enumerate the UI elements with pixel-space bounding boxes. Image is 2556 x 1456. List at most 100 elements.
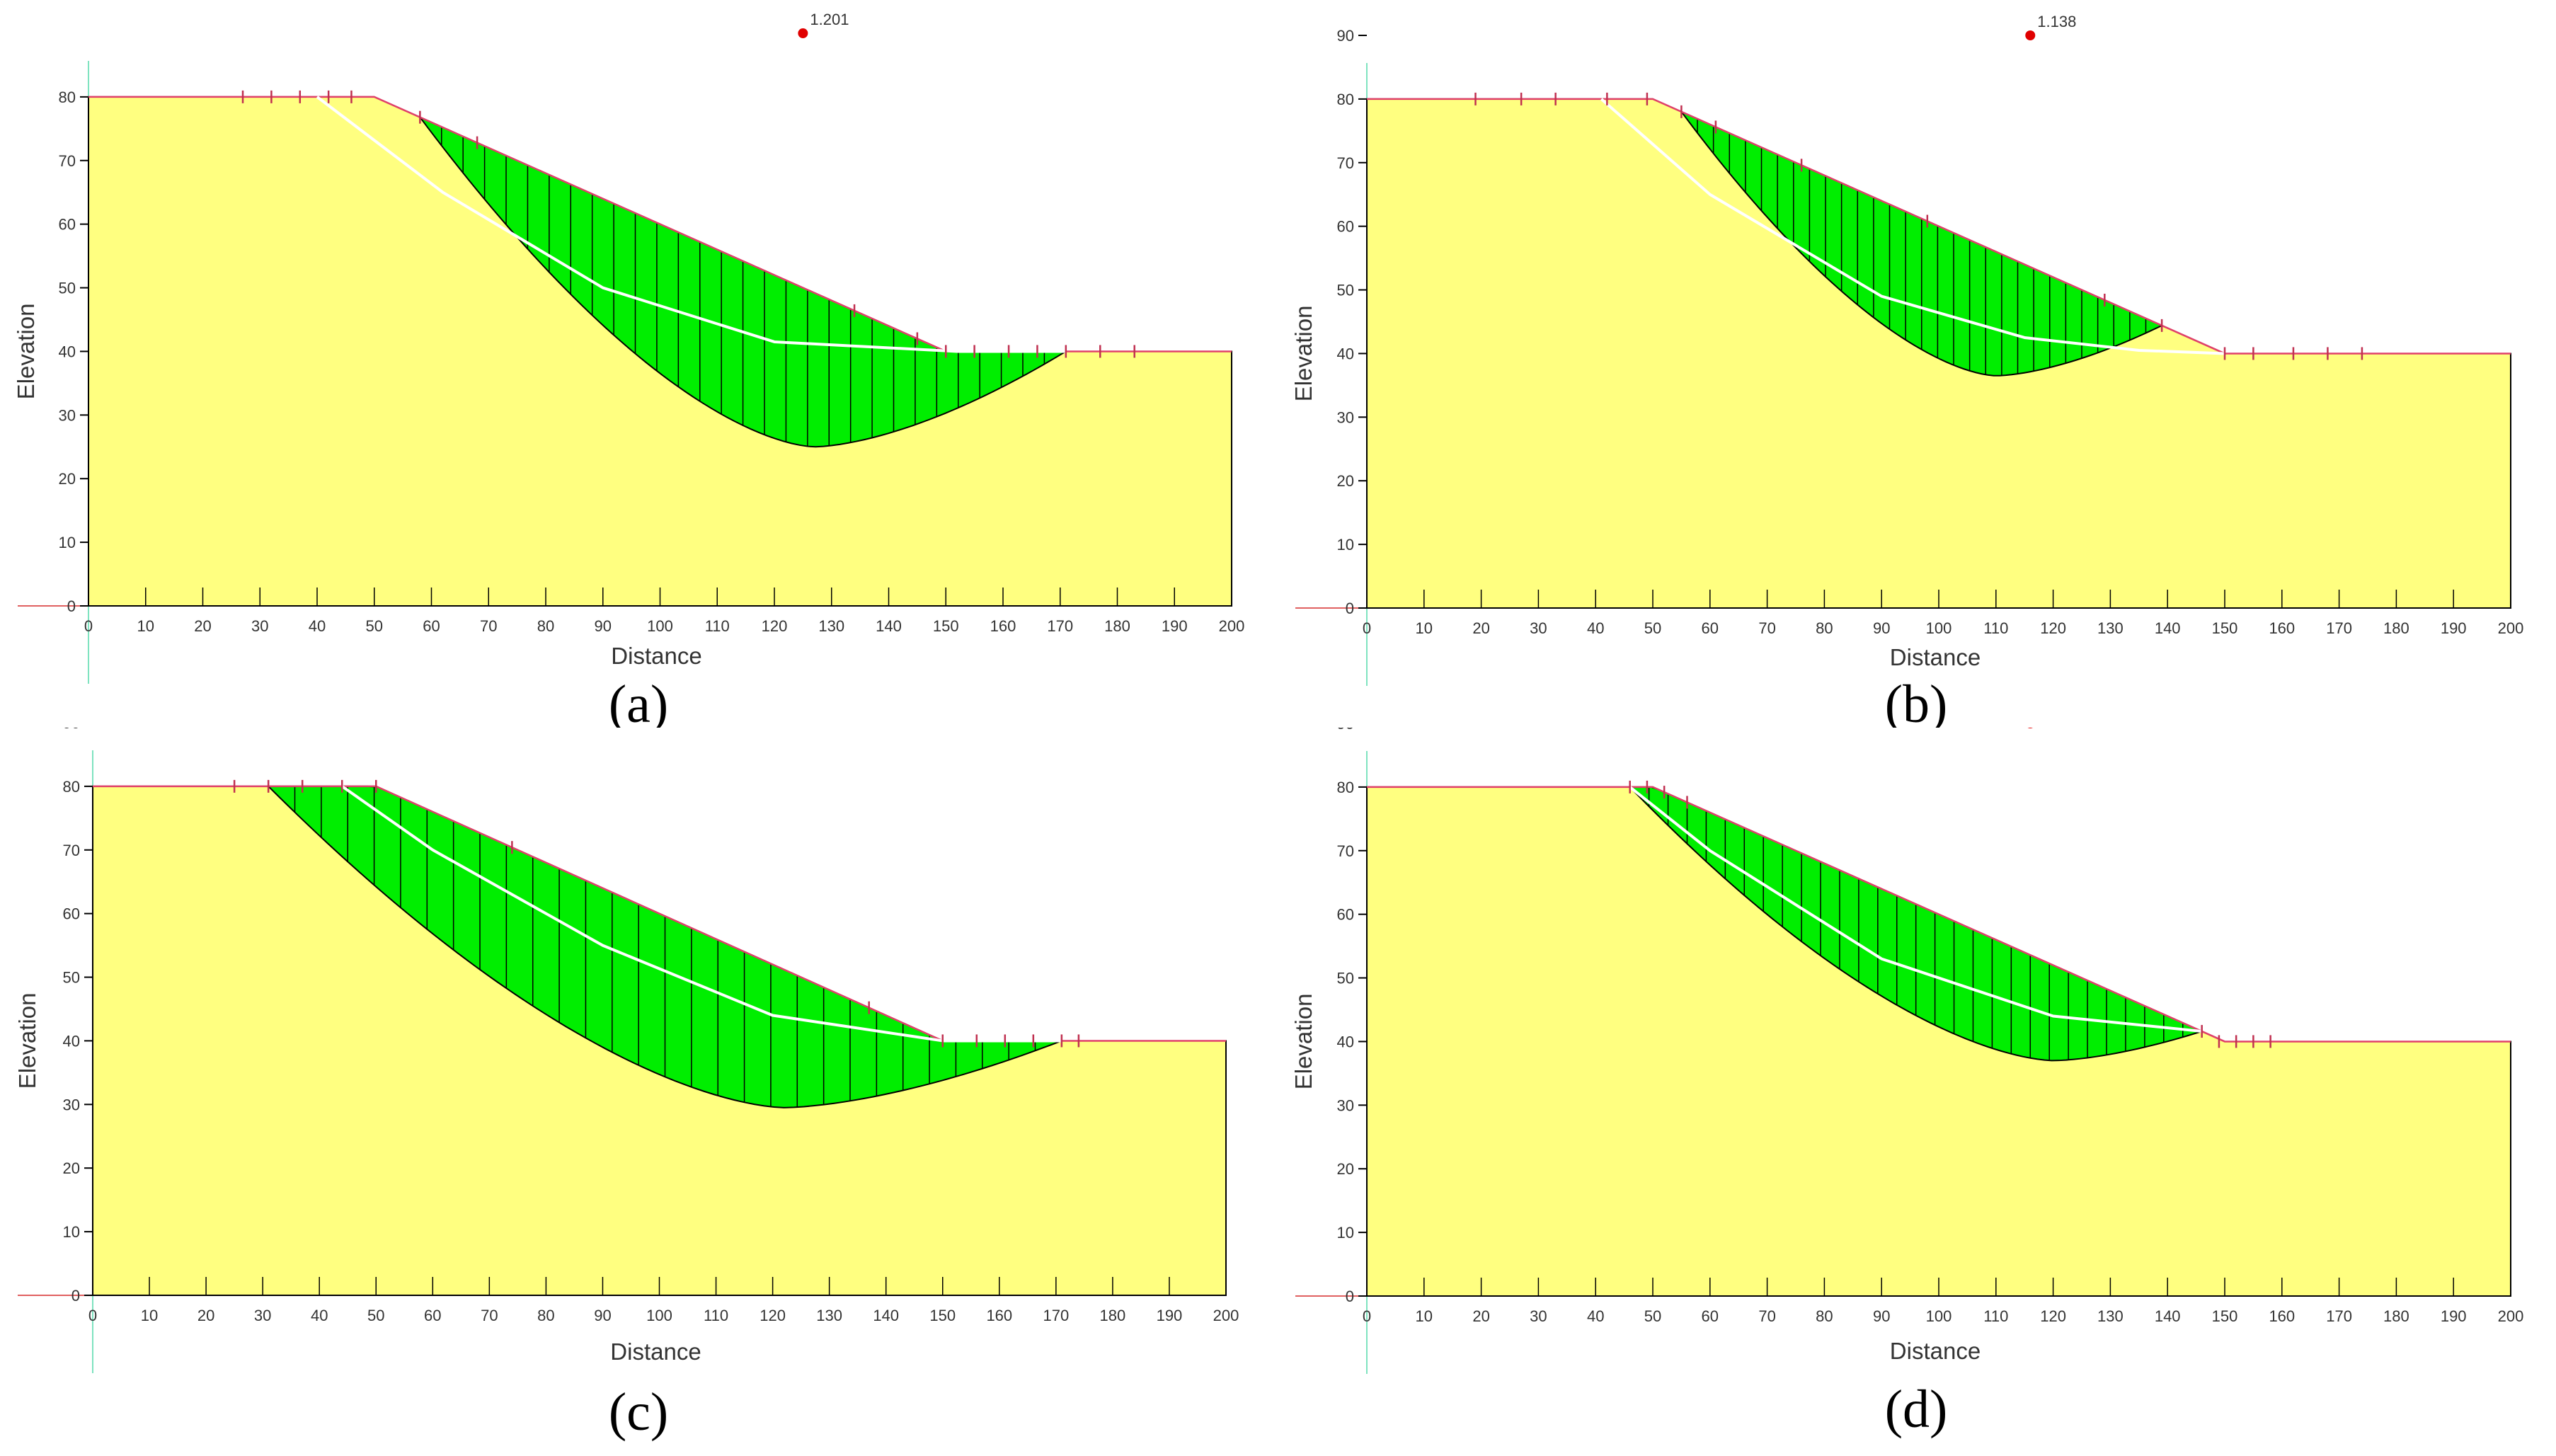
y-tick-label: 20 <box>59 470 76 488</box>
x-tick-label: 100 <box>1926 619 1952 637</box>
factor-of-safety-label: 1.201 <box>810 11 849 28</box>
y-tick-label: 60 <box>1337 218 1354 236</box>
y-tick-label: 90 <box>1337 728 1354 733</box>
line-of-thrust <box>341 785 1062 1043</box>
y-tick-label: 60 <box>59 216 76 234</box>
y-tick-label: 80 <box>59 88 76 106</box>
x-tick-label: 100 <box>646 1307 672 1324</box>
panel-label: (d) <box>1885 1380 1948 1439</box>
y-tick-label: 40 <box>63 1032 80 1050</box>
x-tick-label: 70 <box>1758 619 1775 637</box>
y-tick-label: 80 <box>63 778 80 796</box>
x-tick-label: 0 <box>1363 619 1371 637</box>
x-tick-label: 190 <box>1157 1307 1183 1324</box>
x-tick-label: 20 <box>1472 1307 1489 1325</box>
x-tick-label: 130 <box>2097 619 2124 637</box>
x-tick-label: 50 <box>366 617 383 635</box>
y-tick-label: 20 <box>1337 472 1354 490</box>
y-tick-label: 50 <box>1337 970 1354 987</box>
y-axis-title: Elevation <box>1290 306 1317 402</box>
x-tick-label: 10 <box>141 1307 158 1324</box>
x-tick-label: 160 <box>986 1307 1012 1324</box>
x-tick-label: 70 <box>481 1307 498 1324</box>
x-tick-label: 110 <box>704 1307 728 1324</box>
x-axis-title: Distance <box>1890 1338 1981 1364</box>
ground-surface-line <box>1367 786 2511 1043</box>
y-tick-label: 0 <box>1346 1288 1354 1305</box>
x-tick-label: 10 <box>1416 1307 1433 1325</box>
x-tick-label: 10 <box>1416 619 1433 637</box>
y-tick-label: 30 <box>63 1096 80 1113</box>
x-tick-label: 190 <box>1162 617 1188 635</box>
x-tick-label: 190 <box>2441 619 2467 637</box>
chart-panel-c: 0 10 20 30 40 50 60 70 80 90 0 10 20 30 40 50 60 70 80 90 10… <box>0 728 1278 1455</box>
x-tick-label: 40 <box>309 617 326 635</box>
x-tick-label: 200 <box>2498 1307 2524 1325</box>
x-tick-label: 90 <box>1873 1307 1890 1325</box>
x-tick-label: 40 <box>1587 1307 1604 1325</box>
x-tick-label: 150 <box>2212 619 2238 637</box>
x-tick-label: 80 <box>537 1307 554 1324</box>
x-tick-label: 60 <box>1702 1307 1719 1325</box>
x-tick-label: 90 <box>595 617 612 635</box>
y-tick-label: 90 <box>1337 27 1354 45</box>
x-tick-label: 90 <box>1873 619 1890 637</box>
y-tick-label: 10 <box>1337 536 1354 554</box>
x-tick-label: 110 <box>1983 1307 2008 1325</box>
chart-svg-d: 0 10 20 30 40 50 60 70 80 90 0 10 20 30 40 50 60 70 80 90 10… <box>1290 728 2524 1439</box>
chart-svg-b: 0 10 20 30 40 50 60 70 80 90 0 10 20 30 40 50 60 70 80 90 10… <box>1290 13 2523 728</box>
slip-center-marker <box>2025 30 2036 40</box>
line-of-thrust <box>316 96 1066 353</box>
y-tick-label: 90 <box>63 728 80 732</box>
chart-panel-a: 0 10 20 30 40 50 60 70 80 0 10 20 30 40 50 60 70 80 90 100 1… <box>0 0 1278 728</box>
panel-label: (b) <box>1885 675 1948 728</box>
y-tick-label: 20 <box>1337 1160 1354 1178</box>
y-tick-label: 40 <box>59 343 76 360</box>
y-tick-label: 30 <box>59 406 76 424</box>
x-tick-label: 50 <box>367 1307 384 1324</box>
y-tick-label: 60 <box>1337 906 1354 924</box>
x-tick-label: 120 <box>2040 619 2066 637</box>
x-tick-label: 20 <box>1472 619 1489 637</box>
y-axis-title: Elevation <box>13 304 39 400</box>
x-tick-label: 30 <box>251 617 268 635</box>
x-tick-label: 20 <box>194 617 211 635</box>
y-tick-label: 10 <box>63 1223 80 1241</box>
y-tick-label: 20 <box>63 1159 80 1177</box>
x-tick-label: 160 <box>990 617 1016 635</box>
chart-svg-c: 0 10 20 30 40 50 60 70 80 90 0 10 20 30 40 50 60 70 80 90 10… <box>14 728 1239 1442</box>
x-tick-label: 190 <box>2441 1307 2467 1325</box>
x-tick-label: 130 <box>2097 1307 2124 1325</box>
x-tick-label: 0 <box>84 617 93 635</box>
y-tick-label: 50 <box>1337 282 1354 299</box>
x-tick-label: 130 <box>816 1307 842 1324</box>
y-tick-label: 70 <box>63 842 80 859</box>
y-tick-label: 30 <box>1337 408 1354 426</box>
x-tick-label: 80 <box>537 617 554 635</box>
x-tick-label: 50 <box>1644 619 1661 637</box>
chart-panel-d: 0 10 20 30 40 50 60 70 80 90 0 10 20 30 40 50 60 70 80 90 10… <box>1278 728 2555 1455</box>
x-tick-label: 110 <box>1983 619 2008 637</box>
y-tick-label: 70 <box>59 152 76 170</box>
x-tick-label: 40 <box>311 1307 328 1324</box>
x-tick-label: 180 <box>2383 1307 2409 1325</box>
x-tick-label: 140 <box>873 1307 899 1324</box>
y-tick-label: 0 <box>67 597 76 615</box>
x-tick-label: 170 <box>2326 619 2352 637</box>
x-tick-label: 30 <box>1530 619 1547 637</box>
x-tick-label: 90 <box>594 1307 611 1324</box>
x-tick-label: 110 <box>705 617 730 635</box>
y-tick-label: 80 <box>1337 779 1354 796</box>
x-tick-label: 70 <box>480 617 497 635</box>
y-tick-label: 70 <box>1337 154 1354 172</box>
x-tick-label: 80 <box>1816 619 1833 637</box>
x-tick-label: 120 <box>2040 1307 2066 1325</box>
y-tick-label: 0 <box>71 1287 80 1305</box>
x-tick-label: 180 <box>1104 617 1130 635</box>
x-tick-label: 140 <box>2155 1307 2181 1325</box>
y-tick-label: 10 <box>59 534 76 551</box>
x-tick-label: 180 <box>2383 619 2409 637</box>
x-tick-label: 140 <box>876 617 902 635</box>
x-tick-label: 120 <box>760 1307 786 1324</box>
x-tick-label: 120 <box>762 617 788 635</box>
